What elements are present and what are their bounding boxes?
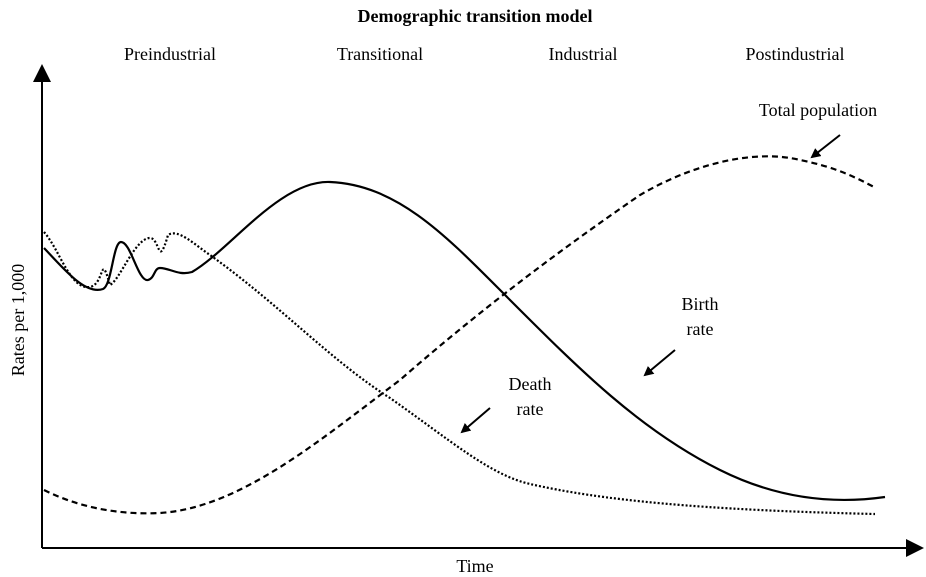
title: Demographic transition model (358, 6, 593, 26)
stage: Postindustrial (745, 44, 844, 64)
total-population-curve (43, 155, 877, 515)
arrow (810, 134, 841, 159)
stage: Preindustrial (124, 44, 216, 64)
stage: Industrial (549, 44, 618, 64)
annotation: rate (687, 319, 714, 339)
annotation: Death (509, 374, 552, 394)
x-axis-label: Time (456, 556, 493, 576)
arrow (643, 349, 676, 377)
annotation: rate (517, 399, 544, 419)
annotation: Birth (681, 294, 718, 314)
birth-rate-curve (43, 180, 886, 502)
arrow (460, 407, 491, 434)
annotation: Total population (759, 100, 877, 120)
stage: Transitional (337, 44, 423, 64)
y-axis-label: Rates per 1,000 (8, 264, 28, 376)
death-rate-curve (43, 231, 876, 516)
